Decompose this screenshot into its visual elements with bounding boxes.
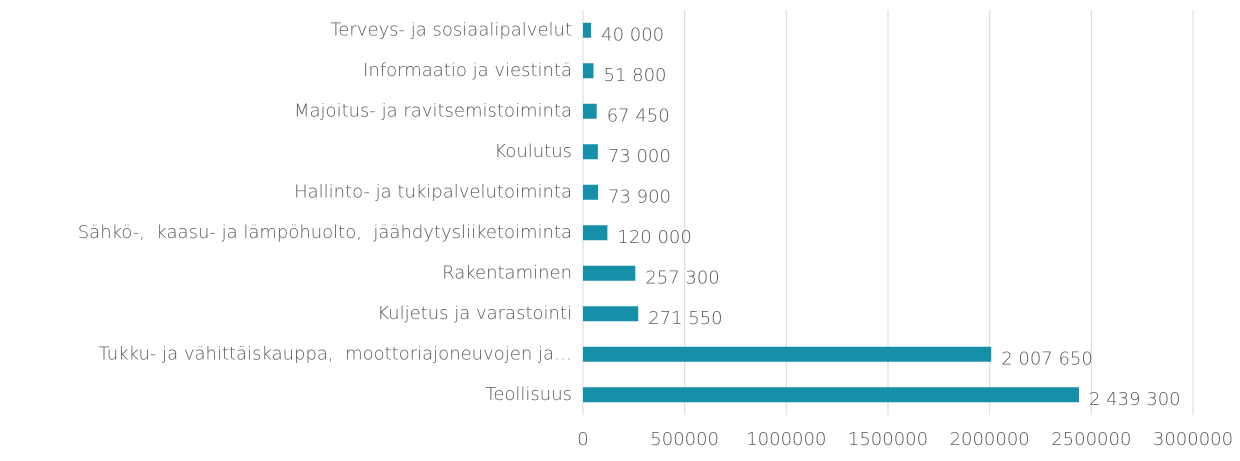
y-tick-label: Majoitus- ja ravitsemistoiminta [294,100,572,121]
value-label: 2 439 300 [1089,389,1181,410]
bar [583,22,592,38]
y-tick-label: Informaatio ja viestintä [363,60,572,81]
y-tick-label: Sähkö-, kaasu- ja lämpöhuolto, jäähdytys… [78,222,572,243]
x-tick-label: 2500000 [1051,429,1131,450]
bar [583,346,992,362]
y-tick-label: Tukku- ja vähittäiskauppa, moottoriajone… [99,343,572,364]
value-label: 120 000 [617,227,691,248]
value-label: 257 300 [645,267,719,288]
bar [583,184,599,200]
bar [583,103,597,119]
y-tick-label: Hallinto- ja tukipalvelutoiminta [294,181,572,202]
value-label: 51 800 [604,65,667,86]
y-tick-label: Kuljetus ja varastointi [377,303,572,324]
value-label: 73 900 [608,186,671,207]
y-tick-label: Terveys- ja sosiaalipalvelut [330,19,572,40]
bar [583,387,1079,403]
value-label: 67 450 [607,105,670,126]
y-tick-label: Koulutus [494,141,572,162]
value-label: 271 550 [648,308,722,329]
value-label: 73 000 [608,146,671,167]
value-label: 40 000 [601,24,664,45]
bar [583,265,636,281]
value-label: 2 007 650 [1001,348,1093,369]
x-tick-label: 500000 [650,429,719,450]
bar [583,144,598,160]
x-tick-label: 0 [577,429,588,450]
x-tick-label: 1000000 [746,429,826,450]
bar [583,63,594,79]
y-tick-label: Teollisuus [485,384,572,405]
bar [583,306,639,322]
bar [583,225,608,241]
x-tick-label: 2000000 [950,429,1030,450]
x-tick-label: 3000000 [1153,429,1233,450]
y-tick-label: Rakentaminen [442,262,572,283]
x-tick-label: 1500000 [848,429,928,450]
